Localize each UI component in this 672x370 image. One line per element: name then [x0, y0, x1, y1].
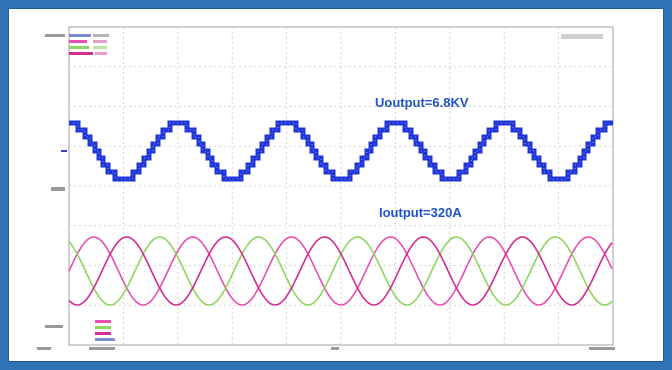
bottom-legend-3 [95, 332, 111, 335]
legend-swatch-7 [95, 52, 107, 55]
bottom-legend-4 [95, 338, 115, 341]
legend-swatch-5 [93, 46, 107, 49]
channel-marker [51, 187, 65, 191]
legend-swatch-2 [69, 40, 87, 43]
legend-swatch-voltage [69, 34, 91, 37]
current-series-line-3 [68, 236, 613, 306]
bottom-scale-mark [45, 325, 63, 328]
voltage-series-texture [69, 122, 613, 180]
voltage-series-line [69, 120, 613, 182]
oscilloscope-frame: Uoutput=6.8KV Ioutput=320A [8, 8, 664, 362]
oscilloscope-plot: Uoutput=6.8KV Ioutput=320A [37, 26, 615, 350]
bottom-legend-2 [95, 326, 111, 329]
legend-swatch-3 [93, 40, 107, 43]
header-legend [37, 34, 615, 350]
current-waveforms [68, 236, 613, 306]
x-start-mark [37, 347, 51, 350]
voltage-annotation: Uoutput=6.8KV [375, 95, 469, 110]
current-annotation: Ioutput=320A [379, 205, 462, 220]
bottom-legend-1 [95, 320, 111, 323]
x-mid-readout [331, 347, 339, 350]
top-scale-mark [45, 34, 65, 37]
plot-grid [68, 26, 614, 346]
voltage-waveform [69, 120, 613, 182]
x-left-readout [89, 347, 115, 350]
legend-swatch-4 [69, 46, 89, 49]
top-right-readout [561, 34, 603, 39]
legend-swatch-1 [93, 34, 109, 37]
current-series-line-2 [68, 236, 613, 306]
legend-swatch-6 [69, 52, 93, 55]
x-right-readout [589, 347, 615, 350]
